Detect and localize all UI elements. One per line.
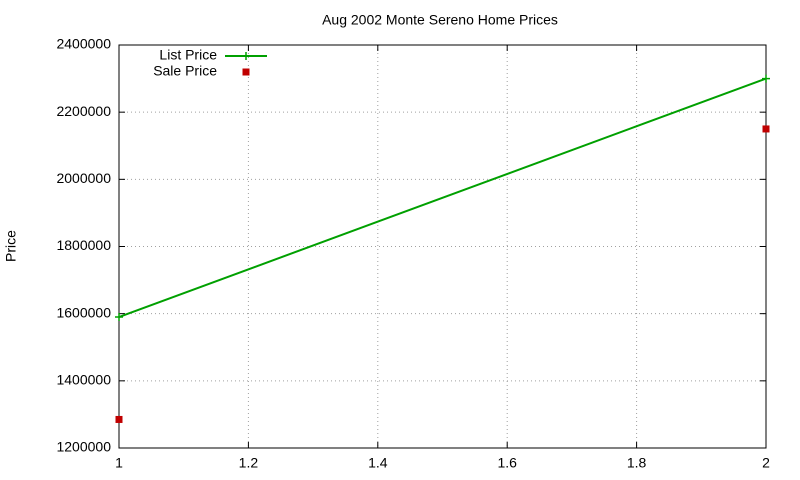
y-axis-label: Price: [3, 230, 19, 262]
legend-label: Sale Price: [153, 63, 217, 79]
x-tick-label: 1.8: [627, 455, 647, 471]
y-tick-label: 2400000: [56, 36, 111, 52]
x-tick-label: 2: [762, 455, 770, 471]
y-tick-label: 2000000: [56, 170, 111, 186]
point: [762, 74, 770, 83]
y-tick-label: 1600000: [56, 304, 111, 320]
y-tick-label: 2200000: [56, 103, 111, 119]
point: [762, 125, 770, 133]
chart-title: Aug 2002 Monte Sereno Home Prices: [322, 12, 558, 28]
point: [242, 68, 250, 76]
point: [115, 415, 123, 423]
point: [242, 52, 250, 60]
x-tick-label: 1.4: [368, 455, 388, 471]
y-tick-label: 1200000: [56, 439, 111, 455]
y-tick-label: 1400000: [56, 372, 111, 388]
x-tick-label: 1.6: [497, 455, 517, 471]
y-tick-label: 1800000: [56, 237, 111, 253]
x-tick-label: 1: [115, 455, 123, 471]
plot-border: [118, 44, 767, 449]
legend-label: List Price: [159, 47, 217, 63]
x-tick-label: 1.2: [239, 455, 259, 471]
line: [118, 77, 767, 318]
point: [115, 313, 123, 322]
